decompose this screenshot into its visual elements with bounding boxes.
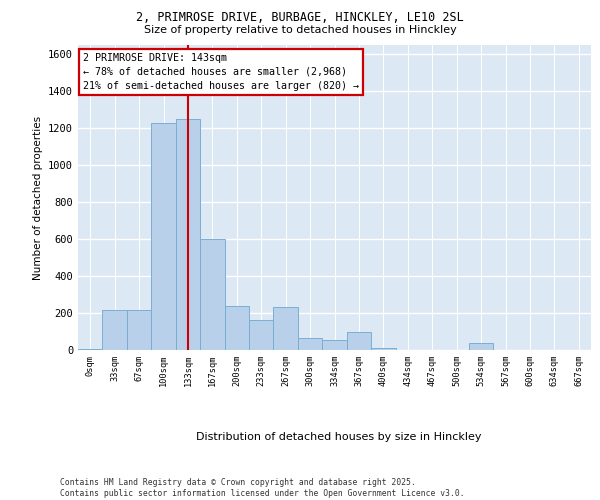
Bar	[103, 310, 127, 350]
Text: 2, PRIMROSE DRIVE, BURBAGE, HINCKLEY, LE10 2SL: 2, PRIMROSE DRIVE, BURBAGE, HINCKLEY, LE…	[136, 11, 464, 24]
Bar	[298, 338, 322, 350]
Bar	[200, 239, 224, 350]
Bar	[274, 306, 298, 350]
Bar	[249, 320, 274, 350]
Text: Distribution of detached houses by size in Hinckley: Distribution of detached houses by size …	[196, 432, 482, 442]
Bar	[78, 349, 103, 350]
Bar	[322, 340, 347, 350]
Bar	[347, 332, 371, 350]
Bar	[469, 342, 493, 350]
Bar	[176, 119, 200, 350]
Bar	[151, 122, 176, 350]
Text: Contains HM Land Registry data © Crown copyright and database right 2025.
Contai: Contains HM Land Registry data © Crown c…	[60, 478, 464, 498]
Bar	[224, 306, 249, 350]
Bar	[127, 310, 151, 350]
Text: Size of property relative to detached houses in Hinckley: Size of property relative to detached ho…	[143, 25, 457, 35]
Y-axis label: Number of detached properties: Number of detached properties	[32, 116, 43, 280]
Text: 2 PRIMROSE DRIVE: 143sqm
← 78% of detached houses are smaller (2,968)
21% of sem: 2 PRIMROSE DRIVE: 143sqm ← 78% of detach…	[83, 52, 359, 90]
Bar	[371, 348, 395, 350]
